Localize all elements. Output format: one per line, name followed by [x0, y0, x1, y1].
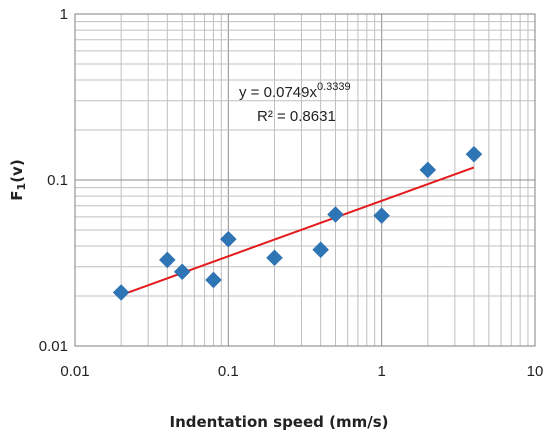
data-point — [373, 207, 391, 224]
data-point — [266, 249, 283, 267]
x-tick-label: 10 — [527, 363, 544, 380]
data-point — [205, 271, 222, 289]
data-point — [327, 206, 344, 223]
x-tick-label: 0.1 — [218, 363, 239, 380]
data-point — [312, 241, 330, 259]
x-tick-label: 0.01 — [60, 363, 89, 380]
trendline — [120, 166, 475, 296]
y-tick-label: 0.01 — [39, 338, 68, 355]
y-tick-label: 0.1 — [47, 172, 68, 189]
data-point — [158, 251, 176, 269]
plot-area-frame — [74, 13, 536, 347]
data-point — [173, 263, 191, 281]
data-points — [112, 145, 483, 301]
tick-labels: 0.01 0.1 1 10 0.01 0.1 1 — [39, 6, 544, 380]
x-axis-title: Indentation speed (mm/s) — [169, 413, 388, 431]
y-axis-title: F1(v) — [8, 159, 28, 200]
x-tick-label: 1 — [377, 363, 385, 380]
data-point — [219, 230, 237, 248]
data-point — [112, 284, 130, 301]
trend-r-squared: R² = 0.8631 — [257, 108, 336, 125]
data-point — [419, 161, 437, 179]
trend-equation: y = 0.0749x0.3339 — [239, 81, 351, 101]
y-tick-label: 1 — [60, 6, 68, 23]
data-point — [465, 145, 483, 163]
grid-lines — [74, 13, 536, 347]
